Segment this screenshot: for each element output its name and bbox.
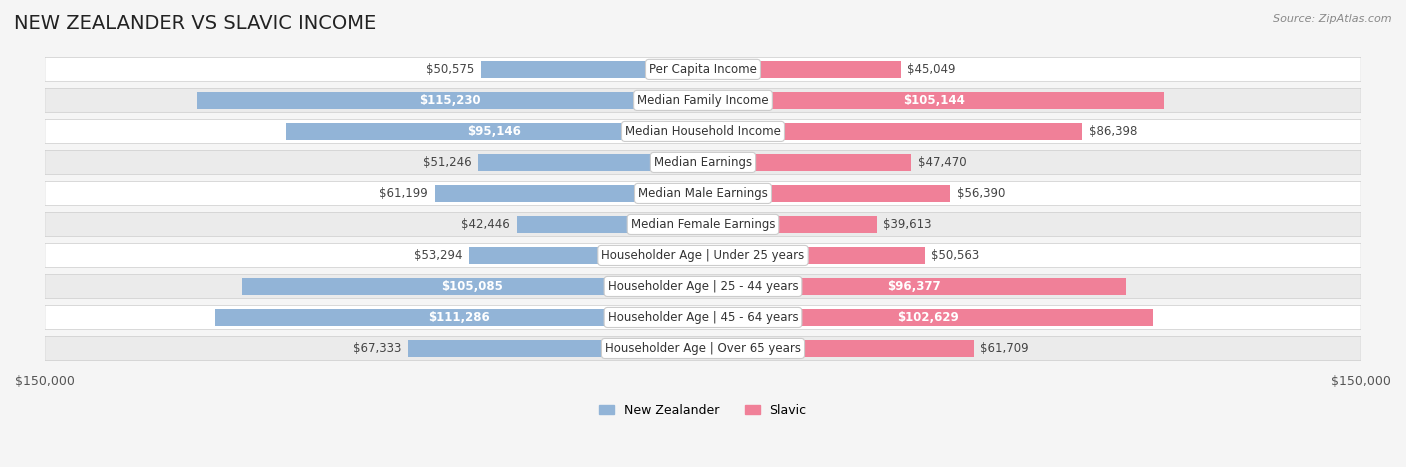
Text: $50,575: $50,575 bbox=[426, 63, 475, 76]
FancyBboxPatch shape bbox=[45, 212, 1361, 236]
Text: $95,146: $95,146 bbox=[467, 125, 522, 138]
FancyBboxPatch shape bbox=[45, 305, 1361, 329]
FancyBboxPatch shape bbox=[45, 182, 1361, 205]
Bar bbox=[703, 216, 877, 233]
FancyBboxPatch shape bbox=[45, 337, 1361, 361]
Text: $61,709: $61,709 bbox=[980, 342, 1029, 355]
Text: $45,049: $45,049 bbox=[907, 63, 956, 76]
Text: $96,377: $96,377 bbox=[887, 280, 941, 293]
Text: $51,246: $51,246 bbox=[423, 156, 471, 169]
Bar bbox=[703, 123, 1083, 140]
Text: $53,294: $53,294 bbox=[415, 249, 463, 262]
Text: $39,613: $39,613 bbox=[883, 218, 932, 231]
Bar bbox=[703, 247, 925, 264]
Bar bbox=[703, 340, 974, 357]
Bar bbox=[285, 123, 703, 140]
Bar bbox=[242, 278, 703, 295]
Bar bbox=[703, 92, 1164, 109]
Bar bbox=[703, 278, 1126, 295]
Bar bbox=[408, 340, 703, 357]
Legend: New Zealander, Slavic: New Zealander, Slavic bbox=[595, 399, 811, 422]
Text: $47,470: $47,470 bbox=[918, 156, 966, 169]
FancyBboxPatch shape bbox=[45, 88, 1361, 113]
Text: Median Family Income: Median Family Income bbox=[637, 94, 769, 107]
Text: $42,446: $42,446 bbox=[461, 218, 510, 231]
Text: $105,085: $105,085 bbox=[441, 280, 503, 293]
Text: $61,199: $61,199 bbox=[380, 187, 427, 200]
Bar bbox=[481, 61, 703, 78]
Bar bbox=[517, 216, 703, 233]
Bar bbox=[215, 309, 703, 326]
FancyBboxPatch shape bbox=[45, 120, 1361, 143]
Bar bbox=[703, 154, 911, 171]
Text: $105,144: $105,144 bbox=[903, 94, 965, 107]
Text: Householder Age | 45 - 64 years: Householder Age | 45 - 64 years bbox=[607, 311, 799, 324]
Bar bbox=[470, 247, 703, 264]
Bar bbox=[703, 61, 901, 78]
Text: Median Household Income: Median Household Income bbox=[626, 125, 780, 138]
Text: $67,333: $67,333 bbox=[353, 342, 401, 355]
Text: Per Capita Income: Per Capita Income bbox=[650, 63, 756, 76]
Text: $56,390: $56,390 bbox=[957, 187, 1005, 200]
Bar bbox=[434, 185, 703, 202]
Text: NEW ZEALANDER VS SLAVIC INCOME: NEW ZEALANDER VS SLAVIC INCOME bbox=[14, 14, 377, 33]
Text: Median Male Earnings: Median Male Earnings bbox=[638, 187, 768, 200]
FancyBboxPatch shape bbox=[45, 57, 1361, 81]
Text: $111,286: $111,286 bbox=[427, 311, 489, 324]
Text: $50,563: $50,563 bbox=[931, 249, 980, 262]
Text: $102,629: $102,629 bbox=[897, 311, 959, 324]
FancyBboxPatch shape bbox=[45, 275, 1361, 298]
Text: Source: ZipAtlas.com: Source: ZipAtlas.com bbox=[1274, 14, 1392, 24]
FancyBboxPatch shape bbox=[45, 243, 1361, 268]
Text: Median Female Earnings: Median Female Earnings bbox=[631, 218, 775, 231]
Text: $86,398: $86,398 bbox=[1088, 125, 1137, 138]
FancyBboxPatch shape bbox=[45, 150, 1361, 174]
Bar bbox=[197, 92, 703, 109]
Text: Householder Age | 25 - 44 years: Householder Age | 25 - 44 years bbox=[607, 280, 799, 293]
Text: Householder Age | Over 65 years: Householder Age | Over 65 years bbox=[605, 342, 801, 355]
Text: $115,230: $115,230 bbox=[419, 94, 481, 107]
Bar bbox=[703, 185, 950, 202]
Bar bbox=[703, 309, 1153, 326]
Bar bbox=[478, 154, 703, 171]
Text: Median Earnings: Median Earnings bbox=[654, 156, 752, 169]
Text: Householder Age | Under 25 years: Householder Age | Under 25 years bbox=[602, 249, 804, 262]
